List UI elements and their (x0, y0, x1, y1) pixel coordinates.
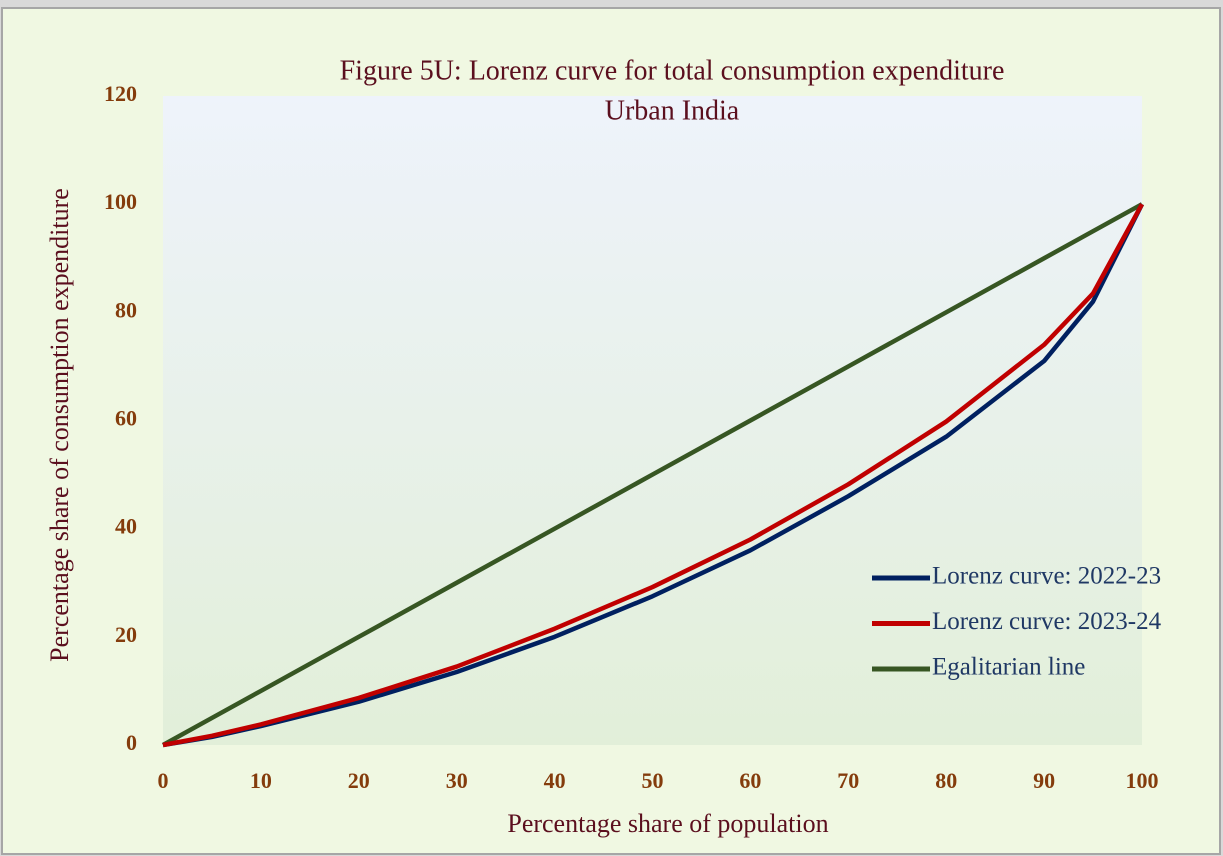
y-tick-label: 100 (104, 189, 137, 214)
x-tick-label: 100 (1126, 768, 1159, 793)
y-tick-label: 60 (115, 406, 137, 431)
x-axis-label: Percentage share of population (507, 809, 828, 838)
y-tick-label: 80 (115, 297, 137, 322)
x-tick-label: 20 (348, 768, 370, 793)
y-axis-label: Percentage share of consumption expendit… (45, 188, 74, 662)
x-tick-label: 60 (739, 768, 761, 793)
x-tick-label: 10 (250, 768, 272, 793)
x-tick-label: 30 (446, 768, 468, 793)
plot-area (163, 96, 1142, 745)
x-tick-label: 0 (158, 768, 169, 793)
x-tick-label: 40 (544, 768, 566, 793)
y-tick-label: 20 (115, 622, 137, 647)
legend-label: Lorenz curve: 2023-24 (932, 608, 1162, 635)
y-tick-label: 40 (115, 514, 137, 539)
x-tick-label: 90 (1033, 768, 1055, 793)
chart-subtitle: Urban India (605, 95, 740, 126)
chart-title: Figure 5U: Lorenz curve for total consum… (340, 55, 1005, 86)
legend-label: Lorenz curve: 2022-23 (932, 563, 1161, 590)
y-tick-label: 120 (104, 81, 137, 106)
series-line (161, 202, 1144, 747)
series-line (162, 203, 1144, 748)
y-tick-label: 0 (126, 730, 137, 755)
x-tick-label: 80 (935, 768, 957, 793)
legend-label: Egalitarian line (932, 654, 1085, 681)
x-tick-label: 70 (837, 768, 859, 793)
x-tick-label: 50 (642, 768, 664, 793)
